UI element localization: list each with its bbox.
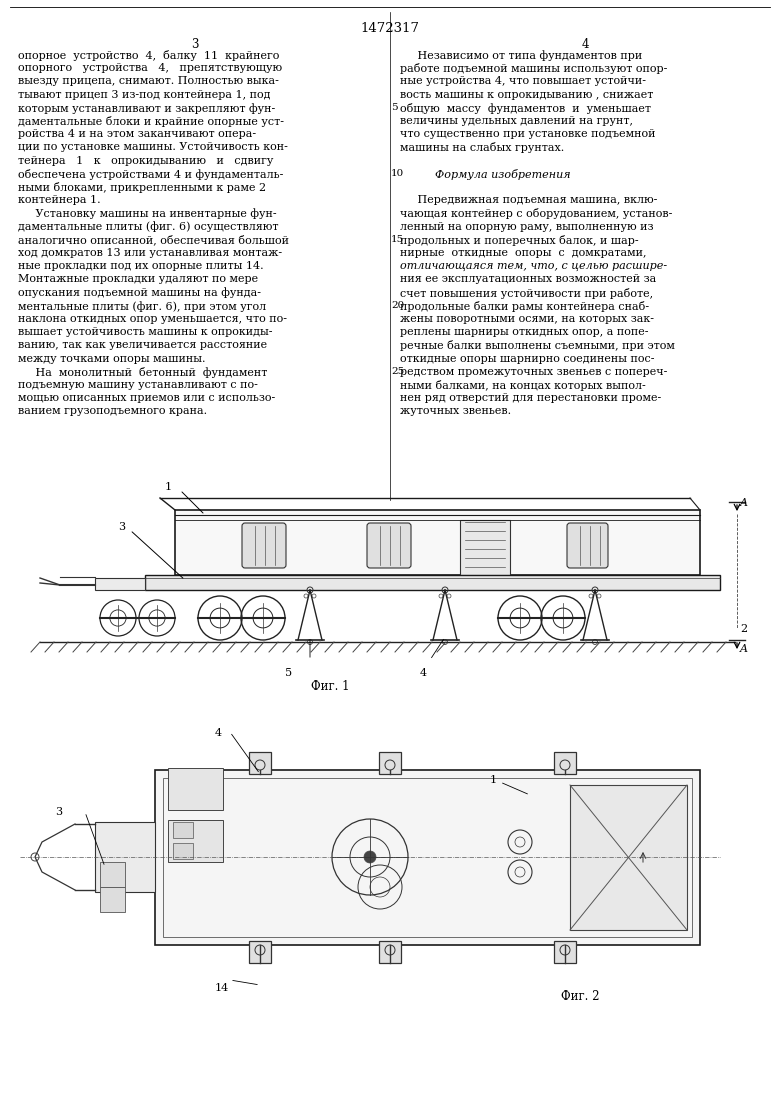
Bar	[100, 887, 125, 912]
Text: ванием грузоподъемного крана.: ванием грузоподъемного крана.	[18, 406, 207, 417]
Text: 3: 3	[118, 522, 125, 532]
Text: Монтажные прокладки удаляют по мере: Монтажные прокладки удаляют по мере	[18, 275, 258, 285]
Bar	[379, 941, 401, 963]
Text: тывают прицеп 3 из-под контейнера 1, под: тывают прицеп 3 из-под контейнера 1, под	[18, 89, 271, 99]
Text: 14: 14	[215, 983, 229, 993]
Text: нен ряд отверстий для перестановки проме-: нен ряд отверстий для перестановки проме…	[400, 393, 661, 404]
Text: продольных и поперечных балок, и шар-: продольных и поперечных балок, и шар-	[400, 235, 639, 246]
Text: вышает устойчивость машины к опрокиды-: вышает устойчивость машины к опрокиды-	[18, 328, 272, 338]
Text: Передвижная подъемная машина, вклю-: Передвижная подъемная машина, вклю-	[400, 195, 658, 205]
Text: между точками опоры машины.: между точками опоры машины.	[18, 354, 205, 364]
Text: чающая контейнер с оборудованием, установ-: чающая контейнер с оборудованием, устано…	[400, 208, 672, 219]
Text: речные балки выполнены съемными, при этом: речные балки выполнены съемными, при это…	[400, 341, 675, 352]
Text: 10: 10	[391, 169, 404, 178]
Text: ции по установке машины. Устойчивость кон-: ции по установке машины. Устойчивость ко…	[18, 142, 288, 152]
Text: общую  массу  фундаментов  и  уменьшает: общую массу фундаментов и уменьшает	[400, 103, 651, 114]
Text: 1: 1	[165, 482, 172, 492]
Bar	[554, 941, 576, 963]
Text: 25: 25	[391, 367, 404, 376]
Bar	[145, 575, 720, 590]
Bar	[249, 752, 271, 774]
Text: опорное  устройство  4,  балку  11  крайнего: опорное устройство 4, балку 11 крайнего	[18, 50, 279, 61]
Bar	[570, 785, 687, 930]
Text: которым устанавливают и закрепляют фун-: которым устанавливают и закрепляют фун-	[18, 103, 275, 114]
Text: ванию, так как увеличивается расстояние: ванию, так как увеличивается расстояние	[18, 341, 267, 351]
Text: обеспечена устройствами 4 и фундаменталь-: обеспечена устройствами 4 и фундаменталь…	[18, 169, 283, 180]
Text: 1: 1	[490, 775, 497, 785]
Text: ментальные плиты (фиг. 6), при этом угол: ментальные плиты (фиг. 6), при этом угол	[18, 301, 266, 311]
Text: Установку машины на инвентарные фун-: Установку машины на инвентарные фун-	[18, 208, 277, 219]
Bar	[173, 843, 193, 859]
FancyBboxPatch shape	[567, 523, 608, 568]
Text: Независимо от типа фундаментов при: Независимо от типа фундаментов при	[400, 50, 642, 61]
FancyBboxPatch shape	[367, 523, 411, 568]
Text: 5: 5	[285, 668, 292, 678]
Text: ния ее эксплуатационных возможностей за: ния ее эксплуатационных возможностей за	[400, 275, 656, 285]
Text: 20: 20	[391, 301, 404, 310]
Text: A: A	[740, 644, 748, 654]
Bar	[379, 752, 401, 774]
Text: аналогично описанной, обеспечивая большой: аналогично описанной, обеспечивая большо…	[18, 235, 289, 246]
Text: 2: 2	[740, 624, 747, 634]
Bar	[95, 822, 155, 892]
Bar	[173, 822, 193, 838]
Bar	[155, 770, 700, 945]
Text: 1472317: 1472317	[360, 22, 420, 35]
Text: наклона откидных опор уменьшается, что по-: наклона откидных опор уменьшается, что п…	[18, 314, 287, 324]
Text: ход домкратов 13 или устанавливая монтаж-: ход домкратов 13 или устанавливая монтаж…	[18, 248, 282, 258]
Text: счет повышения устойчивости при работе,: счет повышения устойчивости при работе,	[400, 288, 653, 299]
Text: 5: 5	[391, 103, 398, 111]
Bar	[95, 578, 145, 590]
Text: жуточных звеньев.: жуточных звеньев.	[400, 406, 511, 417]
Text: выезду прицепа, снимают. Полностью выка-: выезду прицепа, снимают. Полностью выка-	[18, 76, 279, 86]
Text: Формула изобретения: Формула изобретения	[435, 169, 571, 180]
Text: тейнера   1   к   опрокидыванию   и   сдвигу: тейнера 1 к опрокидыванию и сдвигу	[18, 156, 273, 165]
Text: опорного   устройства   4,   препятствующую: опорного устройства 4, препятствующую	[18, 63, 282, 73]
Text: ные устройства 4, что повышает устойчи-: ные устройства 4, что повышает устойчи-	[400, 76, 646, 86]
Text: опускания подъемной машины на фунда-: опускания подъемной машины на фунда-	[18, 288, 261, 299]
Bar	[175, 510, 700, 575]
Bar	[100, 863, 125, 887]
Bar	[163, 778, 692, 938]
Text: 4: 4	[420, 668, 427, 678]
Text: даментальные блоки и крайние опорные уст-: даментальные блоки и крайние опорные уст…	[18, 116, 284, 127]
Bar	[168, 768, 223, 810]
Text: 4: 4	[581, 38, 589, 51]
Text: подъемную машину устанавливают с по-: подъемную машину устанавливают с по-	[18, 381, 258, 390]
Text: продольные балки рамы контейнера снаб-: продольные балки рамы контейнера снаб-	[400, 301, 649, 312]
Text: Фиг. 2: Фиг. 2	[561, 990, 599, 1003]
Text: мощью описанных приемов или с использо-: мощью описанных приемов или с использо-	[18, 393, 275, 404]
Text: ные прокладки под их опорные плиты 14.: ные прокладки под их опорные плиты 14.	[18, 261, 264, 271]
Text: 3: 3	[191, 38, 199, 51]
Text: Фиг. 1: Фиг. 1	[310, 681, 349, 693]
Text: даментальные плиты (фиг. 6) осуществляют: даментальные плиты (фиг. 6) осуществляют	[18, 222, 278, 233]
Text: откидные опоры шарнирно соединены пос-: откидные опоры шарнирно соединены пос-	[400, 354, 654, 364]
Text: На  монолитный  бетонный  фундамент: На монолитный бетонный фундамент	[18, 367, 268, 378]
Text: A: A	[740, 497, 748, 508]
Text: машины на слабых грунтах.: машины на слабых грунтах.	[400, 142, 564, 153]
Text: что существенно при установке подъемной: что существенно при установке подъемной	[400, 129, 655, 139]
Text: реплены шарниры откидных опор, а попе-: реплены шарниры откидных опор, а попе-	[400, 328, 648, 338]
Text: нирные  откидные  опоры  с  домкратами,: нирные откидные опоры с домкратами,	[400, 248, 647, 258]
Text: ными блоками, прикрепленными к раме 2: ными блоками, прикрепленными к раме 2	[18, 182, 266, 193]
Bar	[249, 941, 271, 963]
Text: ленный на опорную раму, выполненную из: ленный на опорную раму, выполненную из	[400, 222, 654, 232]
Circle shape	[364, 852, 376, 863]
Text: отличающаяся тем, что, с целью расшире-: отличающаяся тем, что, с целью расшире-	[400, 261, 667, 271]
Text: работе подъемной машины используют опор-: работе подъемной машины используют опор-	[400, 63, 668, 74]
Text: 3: 3	[55, 807, 62, 817]
Text: редством промежуточных звеньев с попереч-: редством промежуточных звеньев с попереч…	[400, 367, 668, 377]
Text: 15: 15	[391, 235, 404, 244]
Bar	[168, 820, 223, 863]
Bar	[554, 752, 576, 774]
Text: вость машины к опрокидыванию , снижает: вость машины к опрокидыванию , снижает	[400, 89, 654, 99]
Bar	[460, 520, 510, 575]
Text: жены поворотными осями, на которых зак-: жены поворотными осями, на которых зак-	[400, 314, 654, 324]
Text: величины удельных давлений на грунт,: величины удельных давлений на грунт,	[400, 116, 633, 126]
Text: контейнера 1.: контейнера 1.	[18, 195, 101, 205]
Text: ройства 4 и на этом заканчивают опера-: ройства 4 и на этом заканчивают опера-	[18, 129, 256, 139]
Text: ными балками, на концах которых выпол-: ными балками, на концах которых выпол-	[400, 381, 646, 390]
FancyBboxPatch shape	[242, 523, 286, 568]
Text: 4: 4	[215, 728, 222, 738]
